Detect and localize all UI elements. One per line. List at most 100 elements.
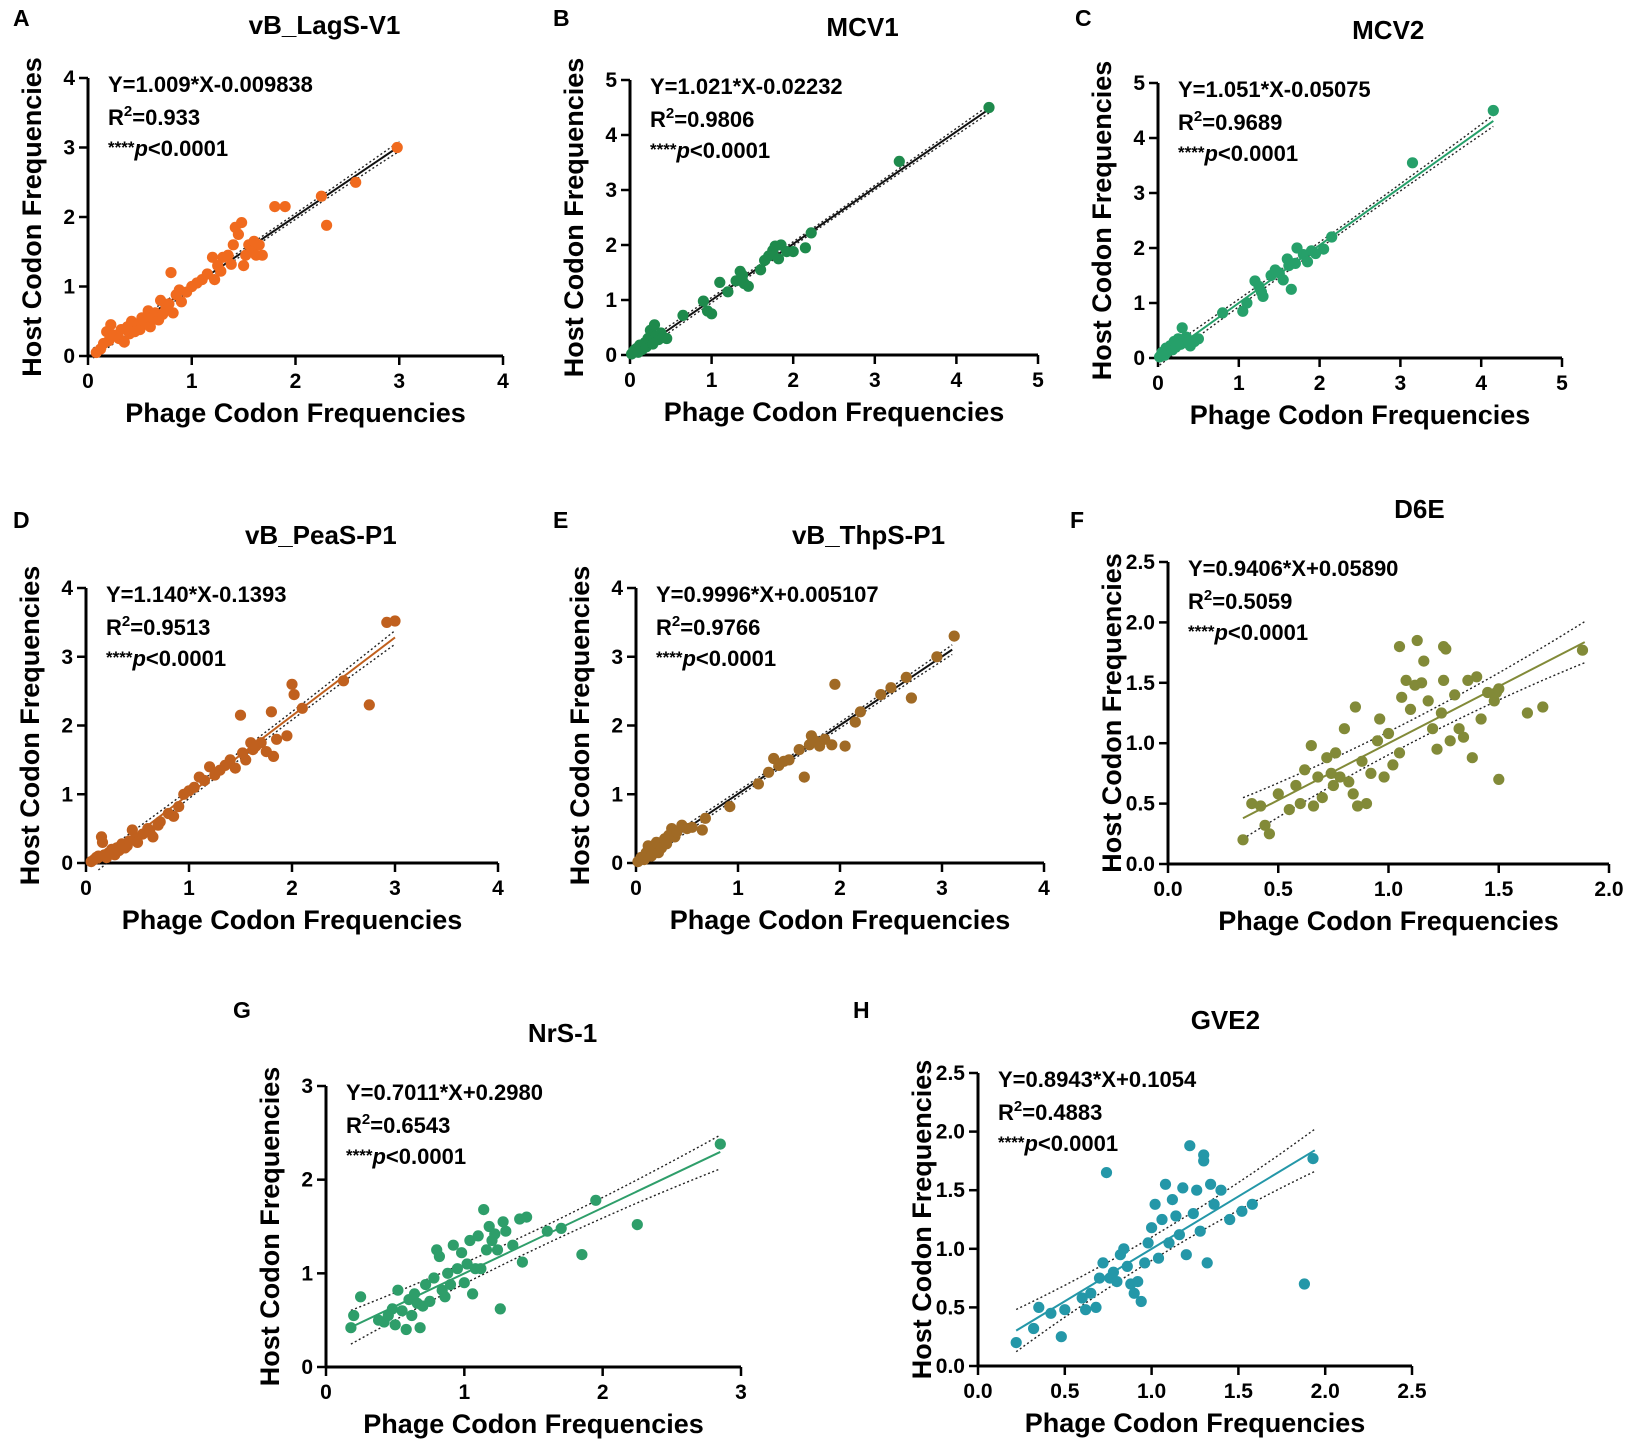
data-point <box>1294 798 1306 810</box>
lower-confidence-band <box>1159 125 1494 366</box>
data-point <box>1076 1292 1088 1304</box>
data-point <box>489 1228 501 1240</box>
panel-letter: B <box>553 5 570 31</box>
data-point <box>724 801 736 813</box>
data-point <box>752 778 765 790</box>
x-tick-label: 5 <box>1556 372 1568 395</box>
r-squared: R2=0.6543 <box>346 1111 450 1138</box>
data-point <box>697 295 710 307</box>
x-tick-label: 0 <box>1152 372 1164 395</box>
data-point <box>154 816 166 828</box>
data-point <box>829 678 841 690</box>
data-point <box>240 754 252 766</box>
data-point <box>1170 1210 1182 1222</box>
data-point <box>1090 1301 1102 1313</box>
data-point <box>1422 695 1434 707</box>
data-point <box>1215 1184 1227 1196</box>
significance-stars: **** <box>650 140 677 159</box>
data-point <box>714 276 726 288</box>
data-point <box>1177 1182 1189 1194</box>
data-point <box>1487 104 1499 117</box>
p-value-text: <0.0001 <box>696 646 776 671</box>
data-point <box>1396 691 1408 703</box>
data-point <box>1356 755 1368 767</box>
panel-b: B MCV1 0 1 2 3 4 5 0 1 2 3 4 5 Phage Codon Frequencies… <box>553 5 1044 427</box>
data-point <box>433 1250 445 1263</box>
data-point <box>631 1219 643 1231</box>
data-point <box>363 699 375 711</box>
data-point <box>590 1194 602 1206</box>
data-point <box>271 733 283 745</box>
panel-letter: F <box>1070 507 1084 533</box>
data-point <box>1427 723 1439 735</box>
data-point <box>521 1211 533 1223</box>
data-point <box>279 201 291 213</box>
r-squared-symbol: R <box>106 615 122 640</box>
data-point <box>1406 157 1419 169</box>
data-point <box>1475 713 1487 725</box>
data-point <box>1080 1304 1092 1316</box>
data-point <box>787 246 799 258</box>
data-point <box>1176 322 1188 334</box>
significance-stars: **** <box>1188 622 1215 641</box>
data-point <box>478 1204 490 1216</box>
data-point <box>165 267 177 279</box>
y-tick-label: 1.5 <box>936 1179 966 1202</box>
x-axis-label: Phage Codon Frequencies <box>125 398 466 428</box>
data-point <box>849 716 861 728</box>
r-squared: R2=0.9806 <box>650 105 754 132</box>
p-value: ****p<0.0001 <box>346 1144 466 1169</box>
data-point <box>389 1319 401 1331</box>
x-tick-label: 3 <box>1395 372 1407 395</box>
p-value-text: <0.0001 <box>1038 1131 1118 1156</box>
r-squared-symbol: R <box>1178 110 1194 135</box>
p-value-text: <0.0001 <box>386 1144 466 1169</box>
data-point <box>232 228 244 240</box>
r-squared-symbol: R <box>650 107 666 132</box>
x-tick-label: 1 <box>183 877 195 900</box>
x-axis-label: Phage Codon Frequencies <box>122 905 463 935</box>
x-tick-label: 0 <box>82 370 94 393</box>
upper-confidence-band <box>350 1134 721 1312</box>
x-tick-label: 2 <box>286 877 298 900</box>
r-squared-symbol: R <box>108 105 124 130</box>
data-point <box>772 253 785 265</box>
p-value: ****p<0.0001 <box>1188 620 1308 645</box>
panel-h: H GVE2 0.0 0.5 1.0 1.5 2.0 2.5 0.0 0.5 1.0 1.5 2.0 2.… <box>853 997 1427 1438</box>
r-squared: R2=0.9513 <box>106 613 210 640</box>
y-tick-label: 1 <box>63 276 75 299</box>
p-value-text: <0.0001 <box>1218 141 1298 166</box>
data-point <box>1298 1278 1310 1290</box>
regression-equation: Y=1.051*X-0.05075 <box>1178 77 1371 102</box>
data-point <box>1321 752 1333 764</box>
data-point <box>1387 759 1399 771</box>
data-point <box>516 1256 529 1268</box>
data-point <box>1111 1276 1123 1288</box>
y-tick-label: 4 <box>611 577 623 600</box>
y-tick-label: 1 <box>611 783 623 806</box>
data-point <box>1400 674 1412 687</box>
data-point <box>480 1244 493 1256</box>
data-point <box>1325 767 1337 780</box>
data-point <box>396 1305 408 1317</box>
r-squared-symbol: R <box>998 1100 1014 1125</box>
x-tick-label: 0.5 <box>1050 1380 1080 1403</box>
significance-stars: **** <box>108 138 135 157</box>
data-point <box>948 630 960 642</box>
data-point <box>1438 674 1450 687</box>
data-point <box>1416 677 1428 689</box>
x-tick-label: 0 <box>320 1381 332 1404</box>
data-point <box>126 824 138 836</box>
y-tick-label: 4 <box>605 124 617 147</box>
y-tick-label: 1 <box>301 1262 313 1285</box>
y-tick-label: 1.0 <box>936 1238 965 1261</box>
data-point <box>1378 771 1390 783</box>
data-point <box>286 678 298 690</box>
y-tick-label: 2.5 <box>936 1062 966 1085</box>
data-point <box>1208 1198 1220 1210</box>
r-squared-exponent: 2 <box>1014 1098 1022 1115</box>
data-point <box>1290 779 1302 792</box>
regression-equation: Y=0.9996*X+0.005107 <box>656 582 879 607</box>
